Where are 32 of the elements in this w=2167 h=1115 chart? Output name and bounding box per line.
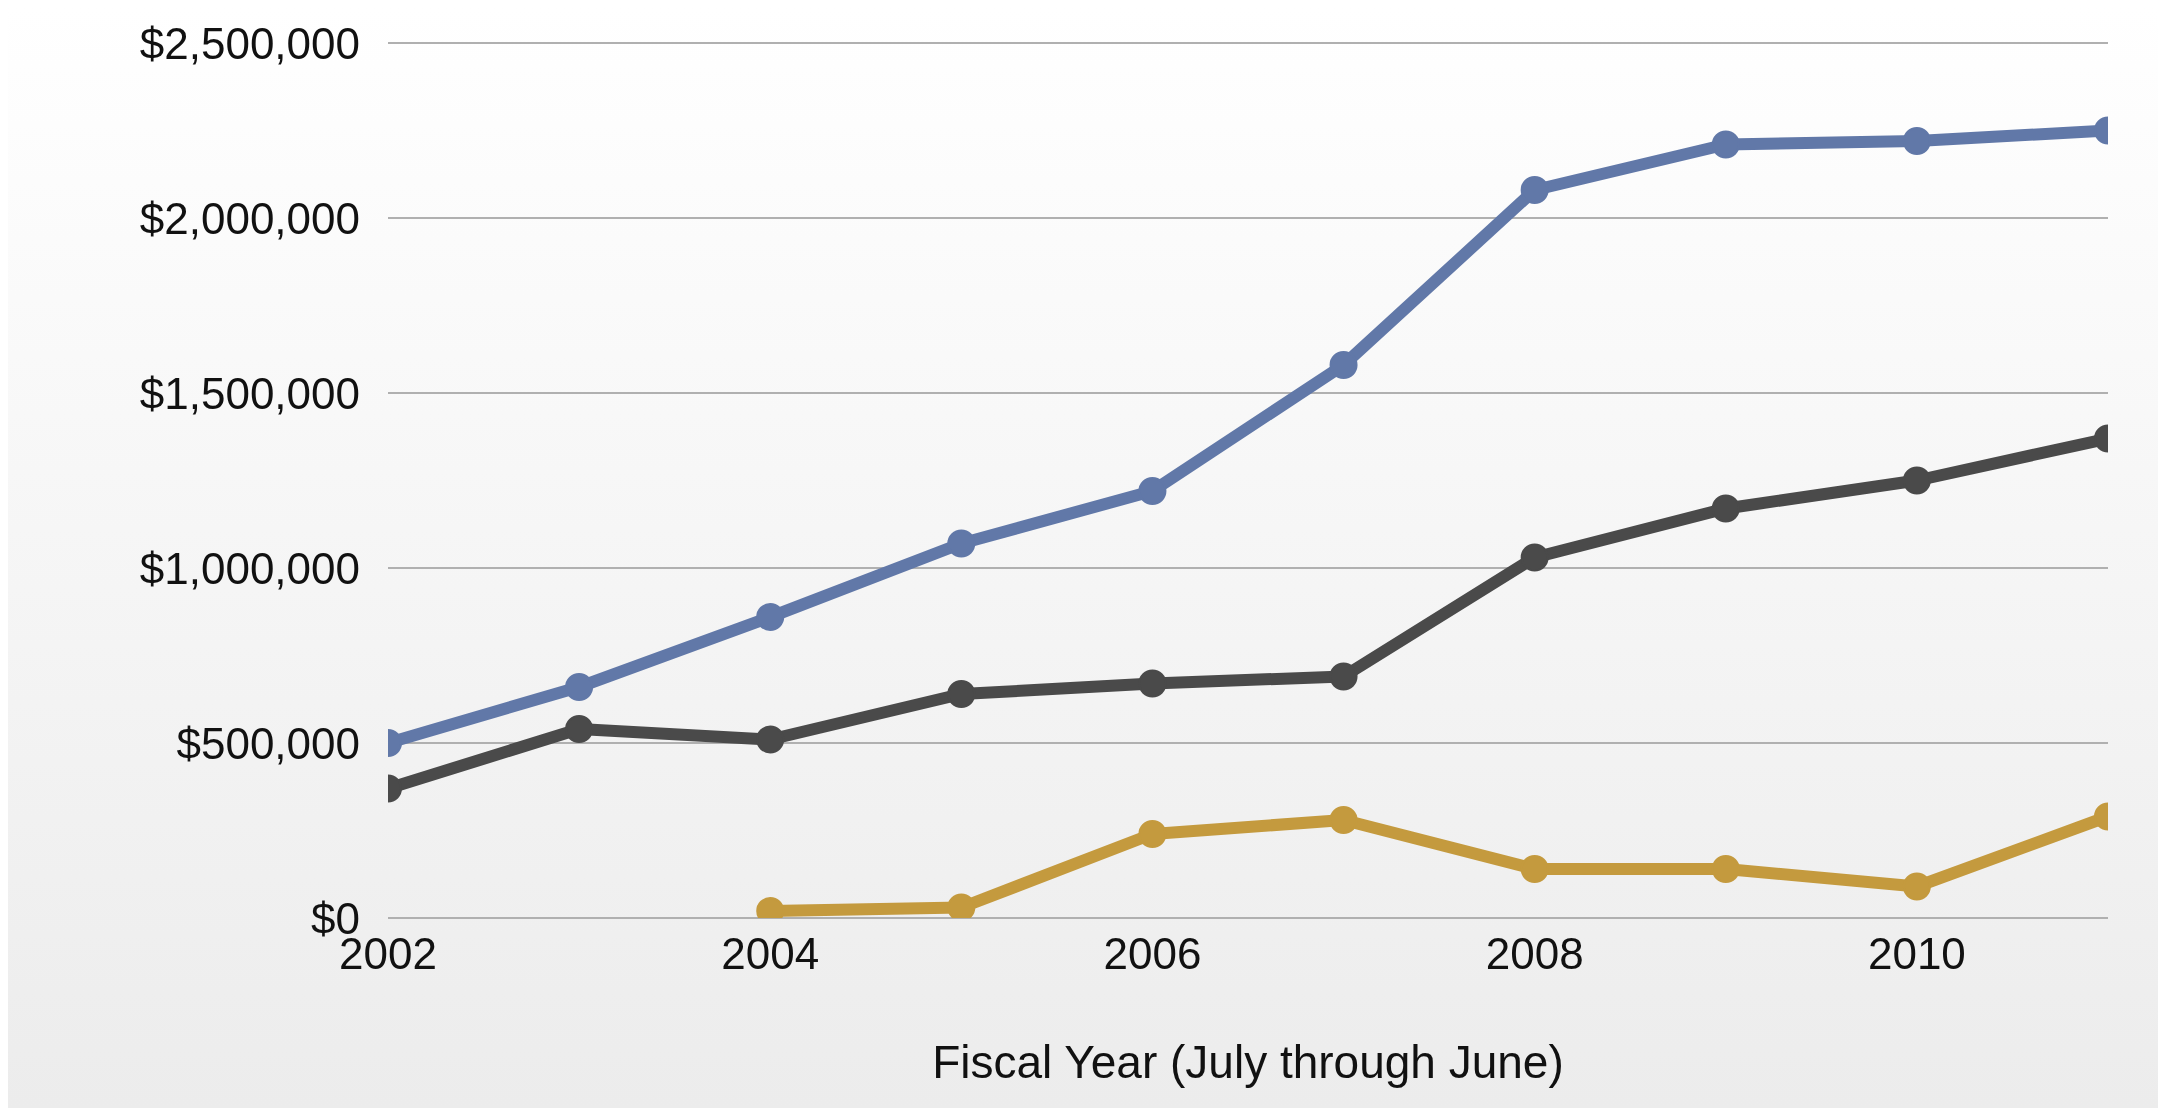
x-tick-label: 2010 (1867, 929, 1966, 979)
point (1520, 855, 1549, 883)
point (1902, 872, 1931, 901)
point (565, 715, 594, 743)
point (1138, 820, 1167, 848)
point (947, 893, 976, 918)
point (1520, 543, 1549, 572)
y-tick-label: $2,500,000 (139, 18, 360, 68)
point (1711, 855, 1740, 883)
point (756, 603, 785, 631)
point (1902, 127, 1931, 155)
point (1138, 669, 1167, 698)
point (1138, 477, 1167, 505)
point (1711, 130, 1740, 159)
x-tick-label: 2008 (1485, 929, 1584, 979)
y-tick-label: $1,500,000 (139, 368, 360, 418)
point (1329, 806, 1358, 834)
x-tick-label: 2004 (721, 929, 820, 979)
point (1711, 494, 1740, 523)
point (1329, 351, 1358, 379)
x-tick-label: 2006 (1103, 929, 1202, 979)
y-tick-label: $1,000,000 (139, 543, 360, 593)
point (1520, 176, 1549, 204)
point (756, 725, 785, 754)
point (1902, 466, 1931, 495)
point (947, 680, 976, 708)
point (565, 673, 594, 701)
point (947, 529, 976, 558)
point (1329, 662, 1358, 691)
y-tick-label: $500,000 (176, 718, 360, 768)
y-tick-label: $2,000,000 (139, 193, 360, 243)
x-axis-title: Fiscal Year (July through June) (932, 1036, 1564, 1088)
